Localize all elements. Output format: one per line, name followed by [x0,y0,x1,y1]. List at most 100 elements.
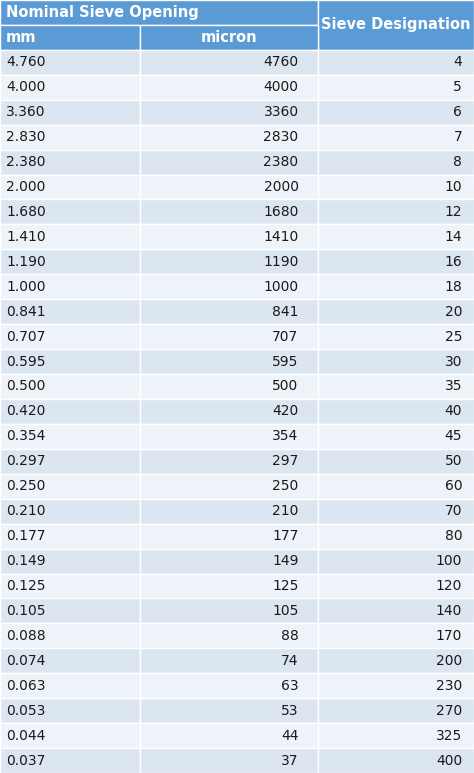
Bar [318,523,474,549]
Text: 125: 125 [272,579,299,593]
Bar [318,474,474,499]
Bar [140,274,318,299]
Bar [0,574,140,598]
Bar [140,574,318,598]
Bar [140,150,318,175]
Text: 14: 14 [445,230,462,244]
Bar [318,374,474,399]
Bar [318,75,474,100]
Text: 88: 88 [281,629,299,643]
Bar [318,124,474,150]
Bar [0,449,140,474]
Bar [318,549,474,574]
Text: 3.360: 3.360 [6,105,46,119]
Text: 3360: 3360 [264,105,299,119]
Text: 0.420: 0.420 [6,404,46,418]
Bar [140,598,318,623]
Bar [140,250,318,274]
Text: 20: 20 [445,305,462,318]
Bar [140,723,318,748]
Text: 4.000: 4.000 [6,80,46,94]
Bar [318,649,474,673]
Bar [0,723,140,748]
Bar [140,449,318,474]
Bar [318,224,474,250]
Text: 45: 45 [445,429,462,444]
Bar [318,598,474,623]
Text: 230: 230 [436,679,462,693]
Bar [318,748,474,773]
Text: 170: 170 [436,629,462,643]
Text: 53: 53 [281,703,299,717]
Text: 7: 7 [454,130,462,144]
Bar [318,199,474,224]
Text: 4.760: 4.760 [6,56,46,70]
Text: 74: 74 [281,654,299,668]
Text: Nominal Sieve Opening: Nominal Sieve Opening [6,5,199,20]
Text: 18: 18 [445,280,462,294]
Bar [0,374,140,399]
Text: 1680: 1680 [263,205,299,219]
Text: 0.210: 0.210 [6,504,46,518]
Bar [140,175,318,199]
Bar [0,748,140,773]
Bar [0,0,318,25]
Bar [0,673,140,698]
Bar [140,474,318,499]
Text: 210: 210 [272,504,299,518]
Text: 2.830: 2.830 [6,130,46,144]
Text: 250: 250 [273,479,299,493]
Bar [140,748,318,773]
Bar [140,349,318,374]
Bar [318,449,474,474]
Text: 35: 35 [445,380,462,393]
Bar [0,150,140,175]
Text: 4: 4 [454,56,462,70]
Bar [0,474,140,499]
Bar [0,349,140,374]
Bar [0,324,140,349]
Bar [140,523,318,549]
Text: 100: 100 [436,554,462,568]
Bar [0,75,140,100]
Bar [0,25,140,50]
Bar [0,250,140,274]
Bar [140,75,318,100]
Bar [318,623,474,649]
Bar [0,598,140,623]
Text: 30: 30 [445,355,462,369]
Bar [140,324,318,349]
Bar [0,100,140,124]
Bar [140,698,318,723]
Bar [318,0,474,50]
Bar [318,250,474,274]
Text: Sieve Designation: Sieve Designation [321,18,471,32]
Bar [140,649,318,673]
Bar [140,374,318,399]
Text: 60: 60 [445,479,462,493]
Text: 2380: 2380 [264,155,299,169]
Text: 1410: 1410 [264,230,299,244]
Text: 297: 297 [272,455,299,468]
Text: 63: 63 [281,679,299,693]
Bar [0,399,140,424]
Text: 4000: 4000 [264,80,299,94]
Text: 0.149: 0.149 [6,554,46,568]
Text: 595: 595 [272,355,299,369]
Bar [318,274,474,299]
Bar [140,424,318,449]
Text: 0.177: 0.177 [6,529,46,543]
Text: 37: 37 [281,754,299,768]
Text: 105: 105 [272,604,299,618]
Bar [318,673,474,698]
Text: 0.125: 0.125 [6,579,46,593]
Bar [0,224,140,250]
Bar [140,124,318,150]
Bar [0,623,140,649]
Bar [140,623,318,649]
Text: 0.841: 0.841 [6,305,46,318]
Bar [318,100,474,124]
Bar [0,274,140,299]
Text: 70: 70 [445,504,462,518]
Text: 177: 177 [272,529,299,543]
